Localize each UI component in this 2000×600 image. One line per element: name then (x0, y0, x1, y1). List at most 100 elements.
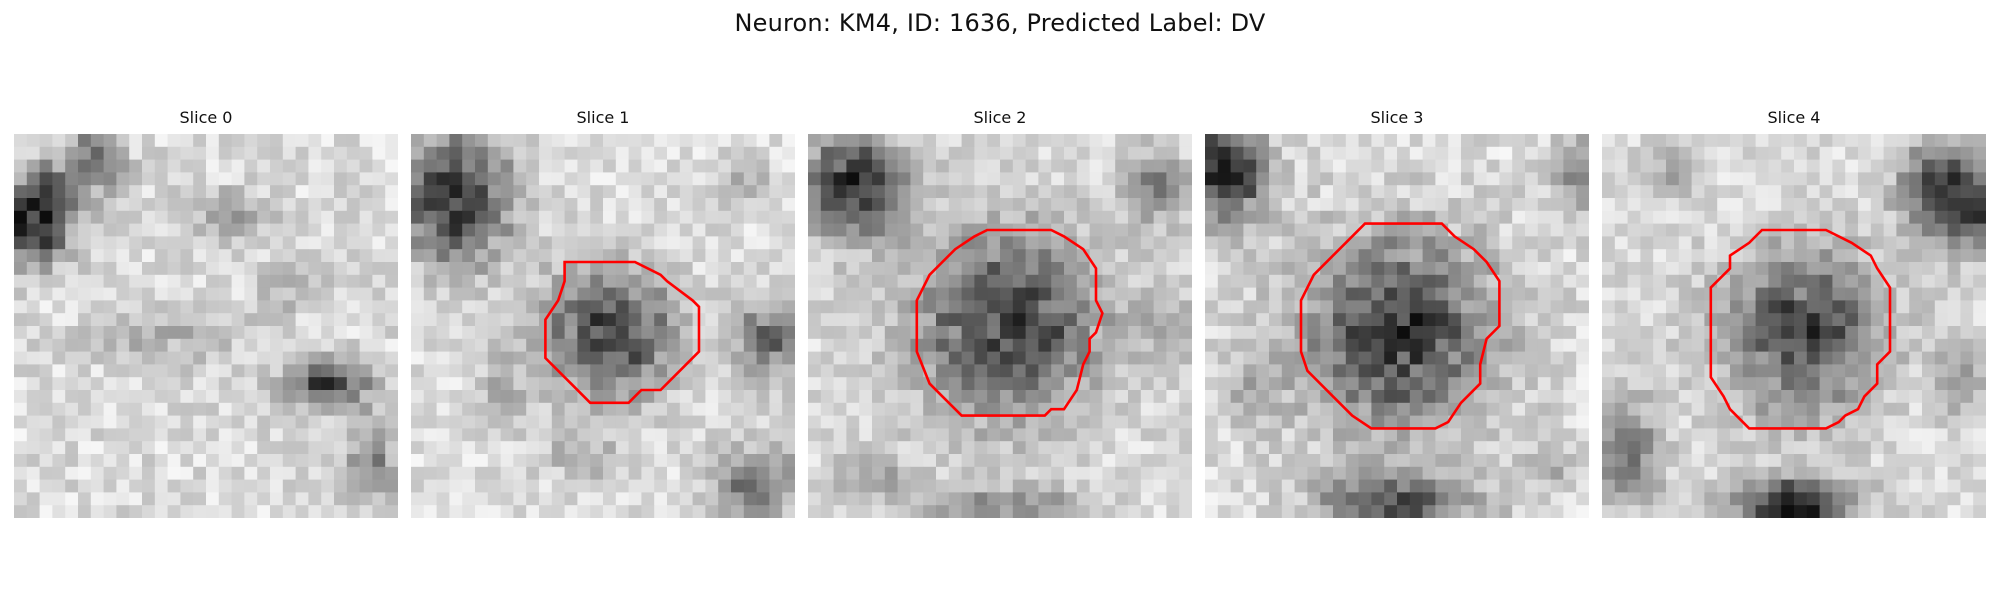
image-pixel (1461, 287, 1475, 301)
image-pixel (218, 274, 232, 288)
image-pixel (923, 466, 937, 480)
image-pixel (1602, 236, 1616, 250)
image-pixel (90, 428, 104, 442)
image-pixel (78, 313, 92, 327)
image-pixel (1602, 402, 1616, 416)
image-pixel (423, 364, 437, 378)
image-pixel (884, 210, 898, 224)
image-pixel (1678, 338, 1692, 352)
image-pixel (1294, 172, 1308, 186)
image-pixel (1089, 415, 1103, 429)
image-pixel (1550, 146, 1564, 160)
image-pixel (1384, 172, 1398, 186)
image-pixel (1384, 492, 1398, 506)
image-pixel (1832, 338, 1846, 352)
image-pixel (129, 274, 143, 288)
image-pixel (359, 402, 373, 416)
image-pixel (936, 198, 950, 212)
image-pixel (1217, 249, 1231, 263)
image-pixel (641, 441, 655, 455)
image-pixel (1358, 492, 1372, 506)
image-pixel (321, 236, 335, 250)
image-pixel (154, 415, 168, 429)
image-pixel (833, 185, 847, 199)
image-pixel (449, 492, 463, 506)
image-pixel (142, 441, 156, 455)
image-pixel (1499, 377, 1513, 391)
image-pixel (206, 287, 220, 301)
image-pixel (1486, 492, 1500, 506)
image-pixel (385, 351, 398, 365)
image-pixel (1794, 262, 1808, 276)
image-pixel (52, 159, 66, 173)
image-pixel (1794, 492, 1808, 506)
image-pixel (1550, 262, 1564, 276)
image-pixel (1166, 146, 1180, 160)
image-pixel (513, 134, 527, 148)
image-pixel (1717, 492, 1731, 506)
image-pixel (1973, 454, 1986, 468)
image-pixel (1179, 326, 1192, 340)
image-pixel (859, 249, 873, 263)
image-pixel (1909, 326, 1923, 340)
image-pixel (1307, 300, 1321, 314)
image-pixel (334, 326, 348, 340)
image-pixel (52, 172, 66, 186)
image-pixel (1205, 390, 1219, 404)
image-pixel (231, 262, 245, 276)
image-pixel (1627, 338, 1641, 352)
image-pixel (1832, 441, 1846, 455)
image-pixel (180, 402, 194, 416)
image-pixel (1704, 390, 1718, 404)
image-pixel (1000, 415, 1014, 429)
image-pixel (692, 364, 706, 378)
image-pixel (257, 300, 271, 314)
image-pixel (103, 198, 117, 212)
image-pixel (1333, 274, 1347, 288)
image-pixel (846, 172, 860, 186)
image-pixel (1550, 441, 1564, 455)
image-pixel (270, 223, 284, 237)
image-pixel (910, 479, 924, 493)
image-pixel (1678, 441, 1692, 455)
image-pixel (1845, 351, 1859, 365)
image-pixel (1243, 377, 1257, 391)
image-pixel (14, 300, 28, 314)
image-pixel (1794, 198, 1808, 212)
image-pixel (487, 185, 501, 199)
image-pixel (1371, 185, 1385, 199)
image-pixel (1832, 185, 1846, 199)
image-pixel (1025, 313, 1039, 327)
image-pixel (52, 441, 66, 455)
image-pixel (1345, 172, 1359, 186)
image-pixel (1397, 210, 1411, 224)
image-pixel (1064, 287, 1078, 301)
image-pixel (513, 236, 527, 250)
image-pixel (1281, 402, 1295, 416)
image-pixel (1422, 326, 1436, 340)
image-pixel (423, 326, 437, 340)
image-pixel (1806, 338, 1820, 352)
image-pixel (1934, 287, 1948, 301)
image-pixel (231, 236, 245, 250)
image-pixel (218, 326, 232, 340)
image-pixel (167, 364, 181, 378)
image-pixel (590, 492, 604, 506)
image-pixel (808, 326, 822, 340)
image-pixel (1307, 390, 1321, 404)
image-pixel (948, 172, 962, 186)
image-pixel (782, 274, 795, 288)
image-pixel (1627, 466, 1641, 480)
image-pixel (1806, 326, 1820, 340)
image-pixel (897, 338, 911, 352)
image-pixel (820, 479, 834, 493)
image-pixel (808, 415, 822, 429)
image-pixel (1012, 274, 1026, 288)
image-pixel (1768, 505, 1782, 518)
image-pixel (615, 300, 629, 314)
image-pixel (423, 466, 437, 480)
image-pixel (462, 390, 476, 404)
image-pixel (103, 364, 117, 378)
image-pixel (1461, 402, 1475, 416)
image-pixel (103, 441, 117, 455)
